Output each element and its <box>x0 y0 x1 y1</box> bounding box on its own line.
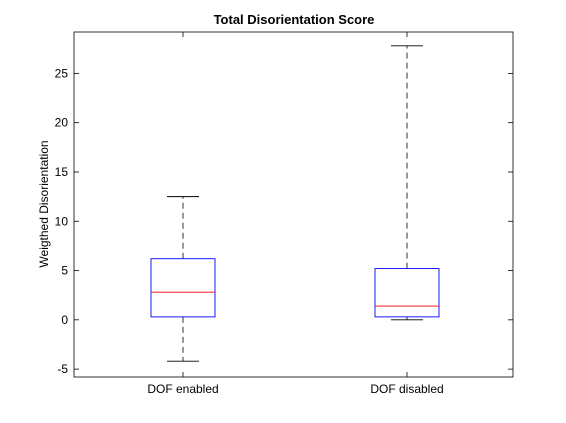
y-axis-label: Weigthed Disorientation <box>37 140 51 267</box>
iqr-box <box>150 258 216 318</box>
y-tick-label: 25 <box>55 66 69 80</box>
box-2 <box>374 45 440 321</box>
box-1 <box>150 196 216 362</box>
y-tick-label: 10 <box>55 214 69 228</box>
y-tick-label: 15 <box>55 165 69 179</box>
iqr-box <box>374 268 440 318</box>
x-tick-label: DOF disabled <box>370 382 443 396</box>
chart-title: Total Disorientation Score <box>214 12 375 27</box>
x-tick-label: DOF enabled <box>147 382 218 396</box>
y-tick-label: -5 <box>57 362 68 376</box>
x-axis: DOF enabled DOF disabled <box>147 32 444 396</box>
y-axis: -5 0 5 10 15 20 25 <box>55 66 513 376</box>
y-tick-label: 20 <box>55 116 69 130</box>
box-series <box>150 45 440 362</box>
y-tick-label: 5 <box>61 264 68 278</box>
y-tick-label: 0 <box>61 313 68 327</box>
plot-frame <box>73 31 514 378</box>
